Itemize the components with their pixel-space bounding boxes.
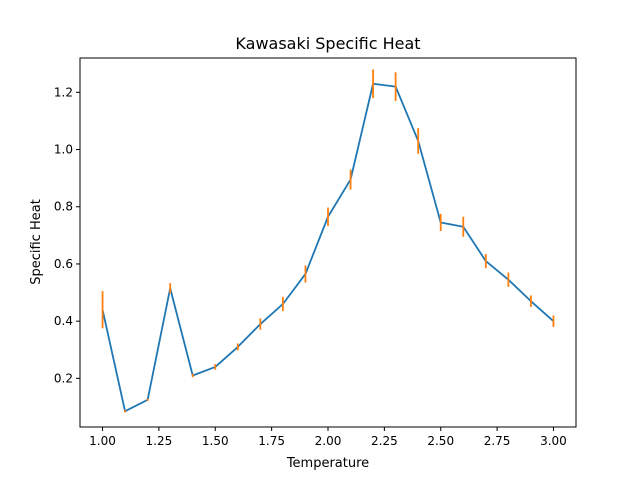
x-tick-label: 2.00 xyxy=(315,434,342,448)
series-line xyxy=(101,82,555,413)
x-tick-label: 1.00 xyxy=(89,434,116,448)
x-tick-label: 2.75 xyxy=(484,434,511,448)
x-tick-label: 1.75 xyxy=(258,434,285,448)
plot-frame xyxy=(79,57,577,428)
chart-title: Kawasaki Specific Heat xyxy=(235,34,420,53)
y-axis: 0.2 0.4 0.6 0.8 1.0 1.2 xyxy=(54,85,80,385)
x-axis: 1.00 1.25 1.50 1.75 2.00 2.25 2.50 2.75 3.00 xyxy=(89,427,567,448)
y-tick-label: 0.8 xyxy=(54,200,73,214)
x-tick-label: 1.50 xyxy=(202,434,229,448)
y-tick-label: 0.4 xyxy=(54,314,73,328)
y-tick-label: 1.0 xyxy=(54,143,73,157)
plot-area xyxy=(101,69,555,413)
x-tick-label: 2.25 xyxy=(371,434,398,448)
y-tick-label: 1.2 xyxy=(54,85,73,99)
x-axis-label: Temperature xyxy=(286,456,369,471)
x-tick-label: 3.00 xyxy=(540,434,567,448)
x-tick-label: 2.50 xyxy=(427,434,454,448)
y-axis-label: Specific Heat xyxy=(29,199,44,285)
y-tick-label: 0.6 xyxy=(54,257,73,271)
x-tick-label: 1.25 xyxy=(146,434,173,448)
y-tick-label: 0.2 xyxy=(54,371,73,385)
